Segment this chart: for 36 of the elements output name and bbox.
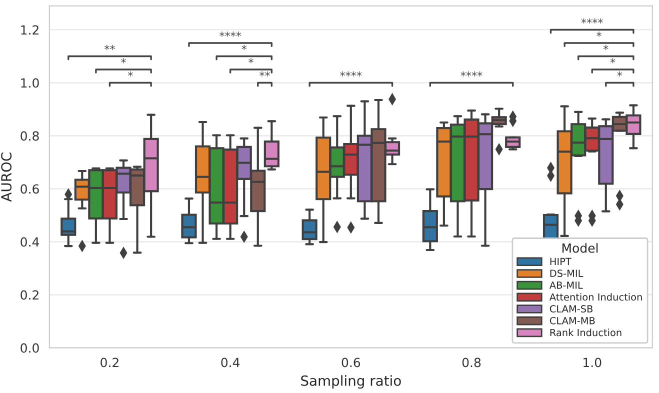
x-tick-label: 1.0	[584, 358, 602, 368]
x-tick-label: 0.6	[342, 358, 360, 368]
legend-label: CLAM-MB	[550, 317, 595, 324]
annotation: *	[617, 71, 622, 76]
x-axis-title: Sampling ratio	[301, 375, 401, 389]
y-tick-label: 1.2	[21, 25, 38, 34]
x-tick-label: 0.2	[100, 358, 118, 368]
legend-title: Model	[562, 243, 598, 253]
y-tick-label: 1.0	[21, 78, 39, 88]
annotation: *	[128, 71, 133, 76]
annotation: ****	[340, 71, 362, 76]
annotation: ****	[220, 32, 242, 37]
legend-label: AB-MIL	[549, 282, 583, 289]
annotation: *	[248, 58, 254, 64]
legend-label: DS-MIL	[550, 270, 584, 277]
y-tick-label: 0.0	[20, 343, 39, 353]
legend-label: CLAM-SB	[550, 305, 593, 313]
x-tick-label: 0.8	[462, 358, 481, 368]
legend-label: Attention Induction	[549, 293, 642, 301]
legend-label: Rank Induction	[550, 328, 622, 336]
annotation: *	[603, 44, 608, 50]
y-tick-label: 0.8	[20, 131, 39, 141]
x-tick-label: 0.4	[221, 358, 240, 368]
annotation: *	[596, 32, 602, 37]
y-axis-title: AUROC	[1, 152, 12, 202]
annotation: ****	[460, 71, 482, 76]
y-tick-label: 0.4	[20, 237, 39, 247]
annotation: ****	[581, 18, 603, 24]
y-tick-label: 0.6	[20, 184, 39, 194]
annotation: **	[260, 71, 270, 76]
annotation: *	[242, 44, 247, 50]
annotation: *	[610, 58, 616, 64]
annotation: **	[104, 44, 115, 50]
y-tick-label: 0.2	[20, 290, 38, 300]
annotation: *	[121, 58, 126, 64]
legend-label: HIPT	[550, 258, 572, 266]
